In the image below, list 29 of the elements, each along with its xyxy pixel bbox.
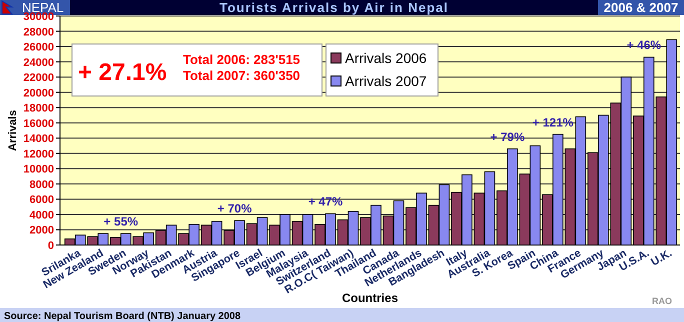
legend-label: Arrivals 2006	[345, 50, 427, 66]
annotation: + 27.1%	[78, 59, 167, 86]
y-tick-label: 28000	[23, 26, 54, 38]
annotation: + 55%	[104, 214, 138, 229]
y-tick-label: 10000	[23, 164, 54, 176]
y-tick-label: 6000	[30, 194, 54, 206]
chart-subtitle: 2006 & 2007	[604, 0, 678, 15]
y-tick-label: 8000	[30, 178, 54, 191]
y-axis-title: Arrivals	[7, 110, 19, 151]
y-tick-label: 0	[48, 240, 54, 252]
y-tick-label: 12000	[23, 148, 54, 160]
y-tick-label: 16000	[23, 118, 54, 130]
y-tick-label: 14000	[23, 133, 54, 146]
x-axis-title: Countries	[342, 291, 398, 305]
y-tick-label: 24000	[23, 56, 54, 69]
legend-label: Arrivals 2007	[345, 73, 427, 89]
y-tick-label: 2000	[30, 224, 54, 237]
y-tick-label: 22000	[23, 72, 54, 84]
chart-title: Tourists Arrivals by Air in Nepal	[219, 0, 449, 15]
annotation: + 70%	[217, 202, 252, 216]
y-tick-label: 18000	[23, 102, 54, 115]
annotation: Total 2007: 360'350	[183, 68, 300, 83]
source-note: Source: Nepal Tourism Board (NTB) January 2008	[4, 311, 241, 322]
text: RAO	[652, 296, 672, 306]
y-tick-label: 4000	[30, 209, 54, 222]
y-tick-label: 20000	[23, 87, 54, 100]
x-tick-label: U.K.	[649, 247, 674, 269]
y-tick-label: 26000	[23, 42, 54, 54]
annotation: Total 2006: 283'515	[183, 52, 300, 67]
